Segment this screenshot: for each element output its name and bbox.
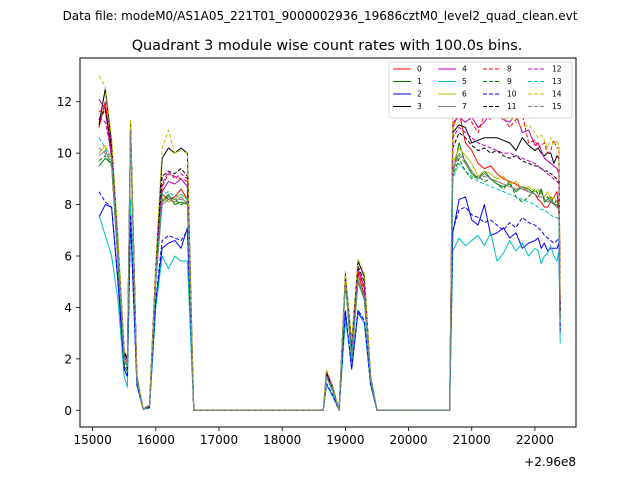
legend-label-11: 11	[507, 102, 517, 111]
legend-label-8: 8	[507, 65, 512, 74]
legend-label-12: 12	[552, 65, 562, 74]
legend-label-3: 3	[417, 102, 422, 111]
legend-label-1: 1	[417, 77, 422, 86]
y-axis: 0 2 4 6 8 10 12	[57, 95, 80, 418]
legend-label-10: 10	[507, 90, 517, 99]
plot-frame	[79, 57, 577, 428]
legend-label-6: 6	[462, 90, 467, 99]
legend-label-5: 5	[462, 77, 467, 86]
legend-label-0: 0	[417, 65, 422, 74]
x-tick-label: 16000	[137, 433, 175, 447]
x-tick-label: 17000	[200, 433, 238, 447]
x-tick-label: 21000	[453, 433, 491, 447]
legend-box	[388, 61, 573, 119]
legend-label-9: 9	[507, 77, 512, 86]
legend-label-15: 15	[552, 102, 562, 111]
legend-label-2: 2	[417, 90, 422, 99]
series-line-15	[98, 132, 561, 411]
y-tick-label: 2	[64, 352, 72, 366]
y-tick-label: 10	[57, 147, 72, 161]
y-tick-label: 12	[57, 95, 72, 109]
plot-lines	[98, 75, 561, 411]
x-tick-label: 22000	[516, 433, 554, 447]
legend-label-13: 13	[552, 77, 562, 86]
y-tick-label: 0	[64, 404, 72, 418]
legend-label-4: 4	[462, 65, 467, 74]
chart-title: Quadrant 3 module wise count rates with …	[132, 38, 523, 54]
x-tick-label: 15000	[74, 433, 112, 447]
y-tick-label: 4	[64, 301, 72, 315]
x-tick-label: 19000	[326, 433, 364, 447]
series-line-10	[98, 191, 561, 411]
legend-label-7: 7	[462, 102, 467, 111]
x-tick-label: 20000	[389, 433, 427, 447]
x-axis: 15000 16000 17000 18000 19000 20000 21000 22000	[74, 427, 554, 447]
y-tick-label: 8	[64, 198, 72, 212]
chart-suptitle: Data file: modeM0/AS1A05_221T01_90000029…	[63, 9, 578, 23]
series-line-14	[98, 75, 561, 411]
x-tick-label: 18000	[263, 433, 301, 447]
x-offset-label: +2.96e8	[524, 455, 576, 469]
legend-label-14: 14	[552, 90, 562, 99]
y-tick-label: 6	[64, 250, 72, 264]
